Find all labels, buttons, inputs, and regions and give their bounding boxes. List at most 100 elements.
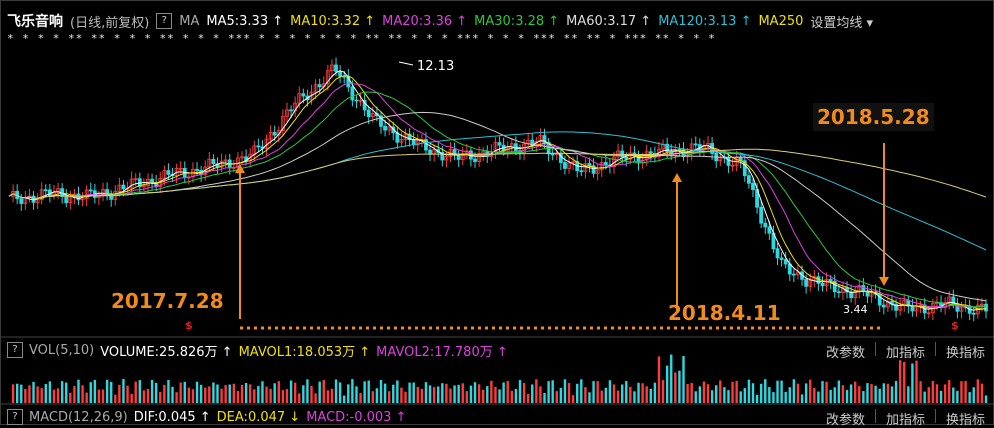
candle-body [387,126,392,131]
event-markers-row[interactable]: * * * * ** ** * * * ** * * * *** * * * *… [7,32,716,45]
volume-bar [874,385,877,403]
volume-bar [167,380,170,403]
volume-help-icon[interactable]: ? [7,342,23,358]
candle-body [587,163,592,167]
volume-bar [432,387,436,403]
candle-body [346,75,351,88]
volume-bar [314,393,317,403]
volume-bar [817,391,820,403]
volume-edit-params-button[interactable]: 改参数 [825,346,865,361]
volume-bar [931,380,935,403]
volume-bar [334,379,338,403]
volume-bar [159,391,162,403]
volume-bar [28,385,31,403]
candle-body [330,64,334,72]
volume-bar [768,387,771,403]
volume-bar [984,395,988,403]
chart-header: 飞乐音响 (日线,前复权) ? MA MA5:3.33 ↑ MA10:3.32 … [7,11,873,31]
candle-body [742,160,747,177]
candle-body [133,178,138,181]
candle-body [240,156,244,159]
volume-bar [236,390,240,403]
volume-bar [939,390,943,403]
candle-body [313,84,318,93]
ma-label: MA [179,13,200,29]
volume-bar [657,356,661,403]
volume-bar [592,381,595,403]
volume-bar [943,384,947,403]
price-chart[interactable] [1,1,994,341]
volume-bar [408,382,411,403]
volume-bar [629,386,632,403]
candle-body [599,162,604,171]
volume-bar [126,385,129,403]
candle-body [567,162,571,169]
volume-bar [870,384,873,403]
volume-bar [894,381,898,403]
candle-body [129,178,134,189]
help-icon[interactable]: ? [156,13,173,29]
volume-bar [481,389,485,403]
volume-bar [853,381,857,403]
volume-bar [11,384,15,403]
volume-add-indicator-button[interactable]: 加指标 [885,346,925,361]
stock-title[interactable]: 飞乐音响 [7,14,63,30]
macd-edit-params-button[interactable]: 改参数 [825,413,865,428]
volume-bar [935,384,939,403]
volume-bar [420,389,424,403]
candle-body [665,143,670,152]
volume-bar [322,380,325,403]
volume-bar [886,383,890,403]
volume-bar [845,389,849,403]
s-mark-right[interactable]: $ [951,319,959,332]
volume-bar [457,384,460,403]
volume-bar [24,388,27,403]
volume-bar [183,381,186,403]
ma-line [8,70,987,311]
macd-swap-indicator-button[interactable]: 换指标 [945,413,985,428]
volume-bar [522,382,526,403]
volume-bar [48,381,52,403]
volume-bar [543,392,546,403]
volume-bar [453,385,456,403]
divider [934,342,936,356]
volume-bar [220,388,223,403]
volume-bar [20,384,23,403]
volume-bar [359,393,362,403]
candle-body [571,161,576,164]
candle-body [383,125,387,131]
candle-body [775,248,780,259]
volume-bar [212,382,215,403]
ma120-value: MA120:3.13 ↑ [658,13,752,29]
volume-bar [36,386,39,403]
candle-body [399,139,404,143]
volume-bar [52,389,56,403]
dif-value: DIF:0.045 ↑ [133,409,211,425]
volume-bar [93,379,97,403]
volume-bar [244,382,248,403]
arrow-2017-7-28-head [235,164,245,173]
volume-bar [882,383,886,403]
volume-bar [784,391,787,403]
candle-body [162,170,167,179]
volume-bar [44,384,47,403]
volume-swap-indicator-button[interactable]: 换指标 [945,346,985,361]
volume-bar [645,386,648,403]
volume-bar [228,384,231,403]
volume-bar [101,389,105,403]
volume-bar [518,380,522,403]
candle-body [11,190,15,197]
macd-add-indicator-button[interactable]: 加指标 [885,413,925,428]
macd-value: MACD:-0.003 ↑ [306,409,407,425]
candle-body [39,189,44,201]
s-mark-left[interactable]: $ [185,319,193,332]
volume-bar [972,387,975,403]
candle-body [223,159,228,162]
candle-body [747,175,751,184]
volume-bar [396,380,399,403]
volume-bar [248,384,252,403]
candle-body [836,291,841,294]
macd-help-icon[interactable]: ? [7,409,23,425]
ma-settings-dropdown[interactable]: 设置均线 ▾ [810,15,874,31]
